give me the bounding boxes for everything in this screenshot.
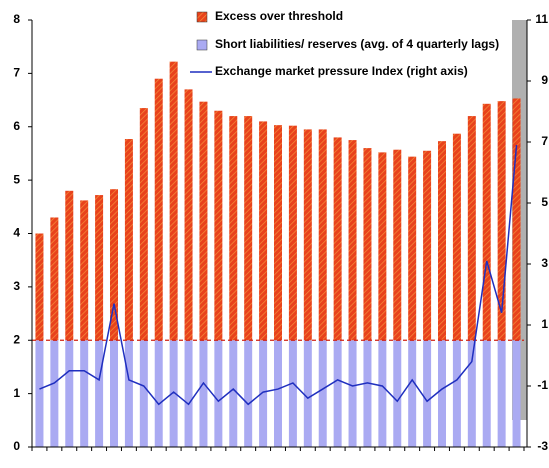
bar xyxy=(274,125,282,341)
y2-tick-label: 9 xyxy=(541,73,548,87)
bar xyxy=(169,340,178,447)
legend-label: Short liabilities/ reserves (avg. of 4 q… xyxy=(215,37,499,51)
y2-tick-label: -1 xyxy=(537,378,548,392)
bar xyxy=(482,103,491,341)
bar xyxy=(333,137,342,341)
y-tick-label: 8 xyxy=(13,12,20,26)
bar xyxy=(452,340,461,447)
bar xyxy=(229,340,238,447)
y2-tick-label: 3 xyxy=(541,256,548,270)
bar xyxy=(35,233,44,341)
legend-label: Excess over threshold xyxy=(215,9,343,23)
bar xyxy=(303,129,312,341)
y-tick-label: 5 xyxy=(13,172,20,186)
bar xyxy=(423,150,432,341)
bar xyxy=(95,195,104,341)
bar xyxy=(393,340,402,447)
bar xyxy=(318,129,327,341)
bar xyxy=(482,340,491,447)
bar xyxy=(214,340,223,447)
bar xyxy=(423,340,432,447)
bar xyxy=(408,156,417,341)
bar xyxy=(50,340,59,447)
bar xyxy=(497,101,506,341)
y-tick-label: 2 xyxy=(13,332,20,346)
bar xyxy=(95,340,104,447)
bar xyxy=(65,340,74,447)
bar xyxy=(408,340,417,447)
bar xyxy=(348,140,357,341)
bar xyxy=(50,217,59,341)
y-tick-label: 7 xyxy=(13,66,20,80)
bar xyxy=(229,116,238,341)
bar xyxy=(169,61,178,341)
bar xyxy=(199,340,208,447)
bar xyxy=(110,189,118,341)
bar xyxy=(244,116,253,341)
bar xyxy=(288,340,297,447)
bar xyxy=(110,340,118,447)
bar xyxy=(363,340,372,447)
bar xyxy=(438,340,446,447)
y2-tick-label: 11 xyxy=(535,12,548,26)
bar xyxy=(512,98,521,341)
bar xyxy=(467,340,476,447)
bar xyxy=(452,133,461,341)
bar xyxy=(333,340,342,447)
bar xyxy=(184,340,193,447)
y-tick-label: 3 xyxy=(13,279,20,293)
bar xyxy=(259,121,268,341)
bar xyxy=(378,340,387,447)
bar xyxy=(80,200,89,341)
bar xyxy=(288,125,297,341)
legend-swatch xyxy=(196,39,208,51)
bar xyxy=(124,139,133,341)
y-tick-label: 4 xyxy=(13,226,20,240)
y-tick-label: 1 xyxy=(13,386,20,400)
bar xyxy=(199,101,208,341)
bar xyxy=(274,340,282,447)
bar xyxy=(497,340,506,447)
y2-tick-label: 5 xyxy=(541,195,548,209)
line xyxy=(39,144,518,406)
y2-tick-label: 1 xyxy=(541,317,548,331)
bar xyxy=(378,152,387,341)
y2-tick-label: -3 xyxy=(537,439,548,453)
bar xyxy=(35,340,44,447)
y2-tick-label: 7 xyxy=(541,134,548,148)
bar xyxy=(438,141,446,341)
bar xyxy=(259,340,268,447)
bar xyxy=(244,340,253,447)
bar xyxy=(467,116,476,341)
bar xyxy=(393,149,402,341)
legend-swatch xyxy=(196,11,208,23)
bar xyxy=(512,340,521,447)
bar xyxy=(184,89,193,341)
bar xyxy=(80,340,89,447)
bar xyxy=(139,108,148,341)
bar xyxy=(154,78,163,341)
y-tick-label: 0 xyxy=(13,439,20,453)
bar xyxy=(139,340,148,447)
bar xyxy=(363,148,372,341)
bar xyxy=(214,110,223,341)
legend-label: Exchange market pressure Index (right ax… xyxy=(215,64,468,78)
y-tick-label: 6 xyxy=(13,119,20,133)
bar xyxy=(154,340,163,447)
bar xyxy=(124,340,133,447)
bar xyxy=(303,340,312,447)
bar xyxy=(318,340,327,447)
bar xyxy=(65,190,74,341)
bar xyxy=(348,340,357,447)
